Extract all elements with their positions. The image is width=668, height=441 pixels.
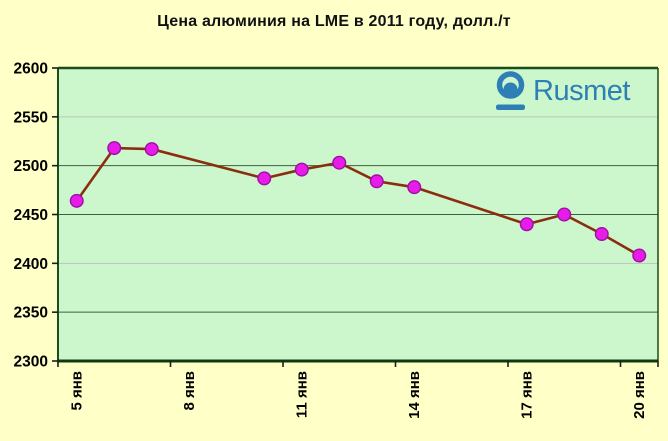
data-point <box>557 207 572 222</box>
data-point <box>107 141 122 156</box>
x-axis-label: 20 янв <box>631 371 648 419</box>
rusmet-logo-text: Rusmet <box>533 75 630 107</box>
data-point <box>332 155 347 170</box>
data-point <box>407 180 422 195</box>
x-axis-label: 14 янв <box>406 371 423 419</box>
data-point <box>369 174 384 189</box>
data-point <box>632 248 647 263</box>
y-axis-label: 2300 <box>14 354 48 371</box>
y-axis-label: 2450 <box>14 207 48 224</box>
y-axis-label: 2550 <box>14 109 48 126</box>
y-axis-label: 2600 <box>14 61 48 78</box>
rusmet-logo-icon <box>496 71 525 110</box>
x-axis-label: 8 янв <box>181 371 198 411</box>
y-axis-label: 2400 <box>14 256 48 273</box>
data-point <box>257 171 272 186</box>
x-axis-label: 17 янв <box>518 371 535 419</box>
logo-dot <box>503 82 518 97</box>
data-point <box>294 162 309 177</box>
data-point <box>519 217 534 232</box>
y-axis-label: 2500 <box>14 158 48 175</box>
data-point <box>144 142 159 157</box>
x-axis-label: 5 янв <box>68 371 85 411</box>
logo-underline <box>496 104 525 110</box>
rusmet-logo: Rusmet <box>495 71 630 112</box>
data-point <box>594 227 609 242</box>
y-axis-label: 2350 <box>14 305 48 322</box>
x-axis-label: 11 янв <box>293 371 310 418</box>
data-point <box>69 193 84 208</box>
chart-title: Цена алюминия на LME в 2011 году, долл./… <box>157 13 511 30</box>
